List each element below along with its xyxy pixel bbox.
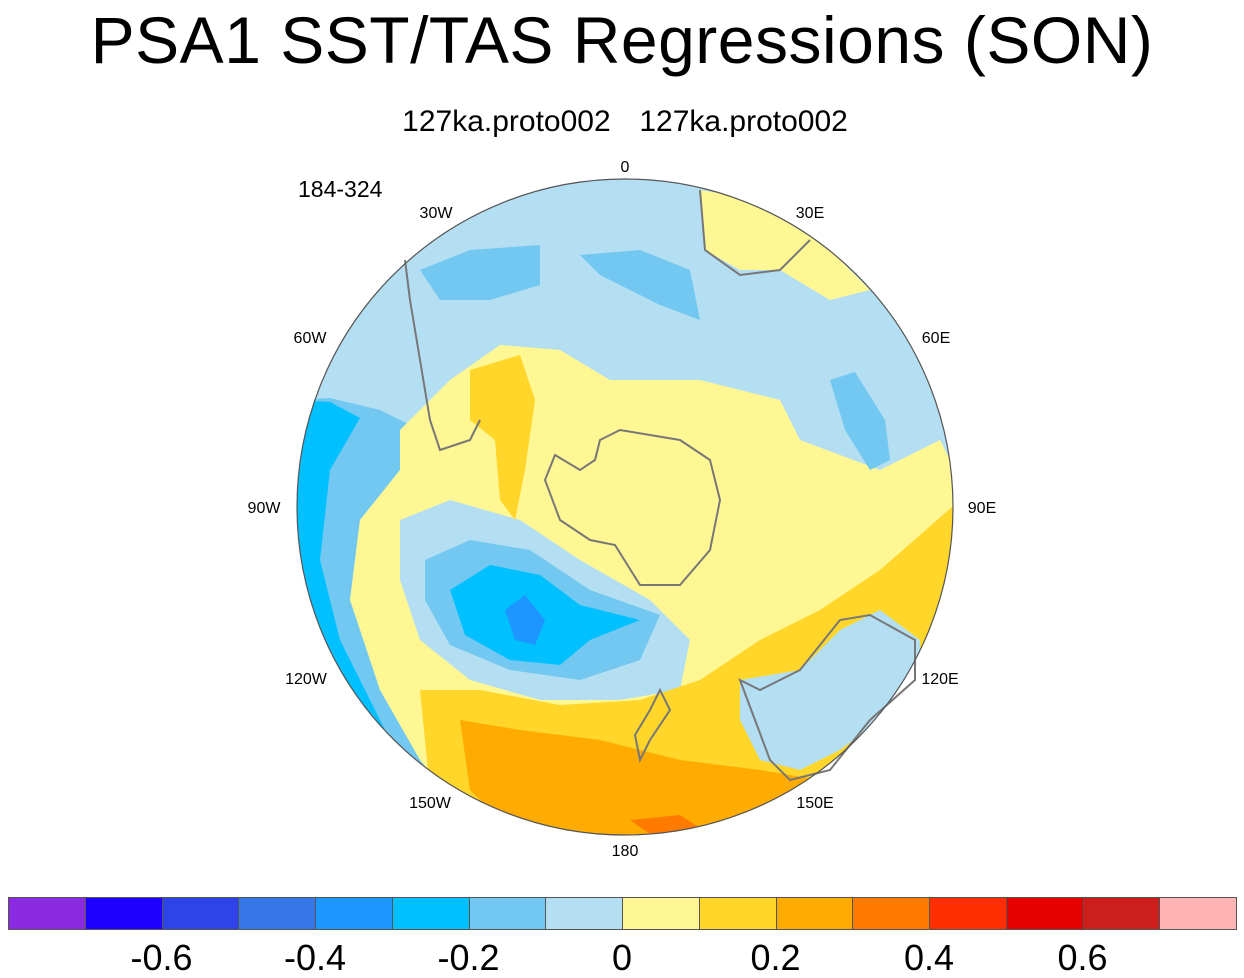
colorbar-swatch (1159, 897, 1237, 930)
map-border (296, 178, 954, 836)
colorbar-swatch (161, 897, 240, 930)
field-neg-indian (830, 372, 890, 470)
lon-label-60e: 60E (922, 330, 950, 347)
figure-subtitle: 127ka.proto002 127ka.proto002 (402, 105, 848, 138)
colorbar-tick-label: 0.6 (1057, 937, 1108, 978)
colorbar-swatch (545, 897, 623, 930)
colorbar-swatch (84, 897, 163, 930)
colorbar-tick-label: -0.4 (283, 937, 347, 978)
colorbar-swatch (238, 897, 316, 930)
field-neg-center-peak (505, 595, 545, 645)
colorbar-tick-label: 0.4 (903, 937, 955, 978)
colorbar-swatch (8, 897, 86, 930)
regression-field (297, 179, 953, 835)
colorbar-swatch (1082, 897, 1161, 930)
lon-label-30w: 30W (420, 205, 454, 222)
new-zealand-coast (633, 687, 672, 764)
lon-label-0: 0 (621, 159, 630, 176)
lon-label-150e: 150E (796, 795, 833, 812)
colorbar-swatch (775, 897, 854, 930)
colorbar-swatch (852, 897, 930, 930)
coastlines (404, 189, 916, 782)
lon-label-180: 180 (612, 843, 639, 860)
field-neg-atlantic (420, 245, 540, 300)
colorbar-swatch (622, 897, 700, 930)
colorbar-swatch (698, 897, 777, 930)
colorbar-swatch (315, 897, 393, 930)
australia-coast (738, 613, 916, 782)
period-label: 184-324 (298, 176, 383, 202)
lon-label-60w: 60W (294, 330, 328, 347)
figure-title: PSA1 SST/TAS Regressions (SON) (90, 3, 1154, 77)
lon-label-120e: 120E (921, 671, 958, 688)
polar-map: 0 30E 60E 90E 120E 150E 180 150W 120W 90… (248, 159, 997, 860)
colorbar-swatch (1005, 897, 1084, 930)
colorbar-tick-label: 0 (611, 937, 633, 978)
lon-label-120w: 120W (285, 671, 328, 688)
field-pos-africa (700, 190, 870, 300)
colorbar-tick-label: -0.2 (437, 937, 500, 978)
field-neg-australia (740, 610, 920, 770)
lon-label-150w: 150W (409, 795, 452, 812)
lon-label-90e: 90E (968, 500, 996, 517)
colorbar-tick-label: -0.6 (130, 937, 193, 978)
field-pos-drake (470, 355, 535, 520)
field-neg-center-core (450, 565, 640, 665)
colorbar-tick-label: 0.2 (750, 937, 801, 978)
antarctica-coast (543, 428, 722, 586)
colorbar-swatch (391, 897, 470, 930)
lon-label-90w: 90W (248, 500, 282, 517)
field-pos-orange-peak (630, 815, 700, 834)
africa-coast (699, 189, 811, 277)
lon-label-30e: 30E (796, 205, 824, 222)
south-america-coast (404, 259, 481, 452)
field-neg-southafrica (580, 250, 700, 320)
colorbar-swatch (468, 897, 547, 930)
colorbar (8, 897, 1237, 931)
colorbar-swatch (929, 897, 1007, 930)
